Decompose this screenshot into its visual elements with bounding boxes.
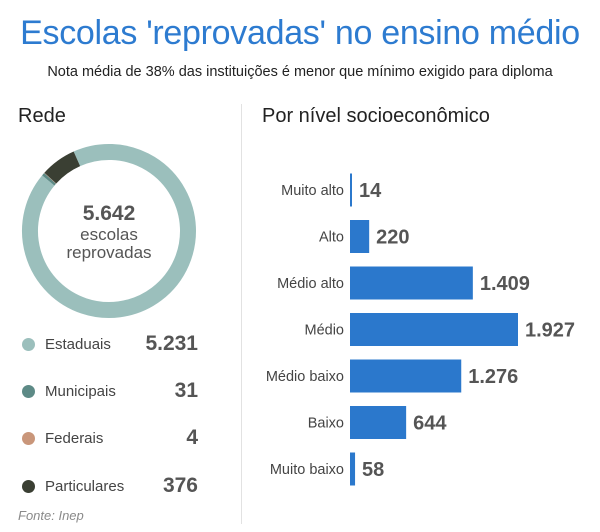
donut-slice-municipais (42, 173, 57, 186)
bar-médio (350, 313, 518, 346)
donut-total-label-line1: escolas (80, 225, 138, 244)
bar-baixo (350, 406, 407, 439)
bar-value-muito-baixo: 58 (362, 459, 384, 481)
legend-value-particulares: 376 (162, 474, 198, 497)
bar-category-médio-alto: Médio alto (277, 276, 344, 292)
chart-subtitle: Nota média de 38% das instituições é men… (47, 64, 553, 80)
bar-category-alto: Alto (319, 230, 344, 246)
rede-section-title: Rede (18, 105, 66, 127)
bar-value-baixo: 644 (413, 413, 447, 435)
bar-value-alto: 220 (376, 227, 409, 249)
legend-value-estaduais: 5.231 (145, 332, 198, 355)
legend-dot-municipais (22, 384, 35, 398)
bar-muito-baixo (350, 452, 356, 486)
source-note: Fonte: Inep (18, 508, 84, 523)
bar-value-médio: 1.927 (525, 320, 575, 342)
bar-value-muito-alto: 14 (359, 180, 382, 202)
bar-category-muito-alto: Muito alto (281, 183, 344, 199)
chart-title: Escolas 'reprovadas' no ensino médio (20, 14, 580, 52)
bar-category-médio-baixo: Médio baixo (266, 369, 344, 385)
legend-dot-federais (22, 431, 35, 445)
donut-slice-particulares (44, 151, 81, 184)
legend-value-federais: 4 (186, 426, 198, 449)
legend-label-particulares: Particulares (45, 477, 125, 495)
donut-total-label-line2: reprovadas (66, 243, 152, 262)
bar-muito-alto (350, 173, 352, 207)
legend-label-federais: Federais (45, 429, 104, 447)
legend-label-estaduais: Estaduais (45, 335, 111, 353)
legend-label-municipais: Municipais (45, 382, 116, 400)
legend-item-particulares: Particulares 376 (22, 472, 198, 500)
legend-item-federais: Federais 4 (22, 424, 198, 452)
legend-dot-estaduais (22, 337, 35, 351)
bar-category-médio: Médio (305, 323, 345, 339)
donut-total-value: 5.642 (82, 202, 136, 225)
donut-center-label: 5.642 escolas reprovadas (14, 136, 204, 326)
bar-category-baixo: Baixo (308, 416, 344, 432)
bar-alto (350, 220, 370, 253)
bar-value-médio-baixo: 1.276 (468, 366, 518, 388)
bar-category-muito-baixo: Muito baixo (270, 462, 344, 478)
legend-item-estaduais: Estaduais 5.231 (22, 330, 198, 358)
bar-médio-alto (350, 266, 473, 300)
section-divider (241, 104, 242, 524)
rede-donut-chart (22, 144, 196, 318)
nivel-bar-chart: Muito alto 14 Alto 220 Médio alto 1.409 Médio 1… (266, 173, 575, 486)
donut-slice-estaduais (22, 144, 196, 318)
bar-médio-baixo (350, 359, 462, 393)
nivel-section-title: Por nível socioeconômico (262, 105, 490, 127)
legend-dot-particulares (22, 479, 35, 493)
legend-item-municipais: Municipais 31 (22, 377, 198, 405)
bar-value-médio-alto: 1.409 (480, 273, 530, 295)
legend-value-municipais: 31 (174, 379, 198, 402)
